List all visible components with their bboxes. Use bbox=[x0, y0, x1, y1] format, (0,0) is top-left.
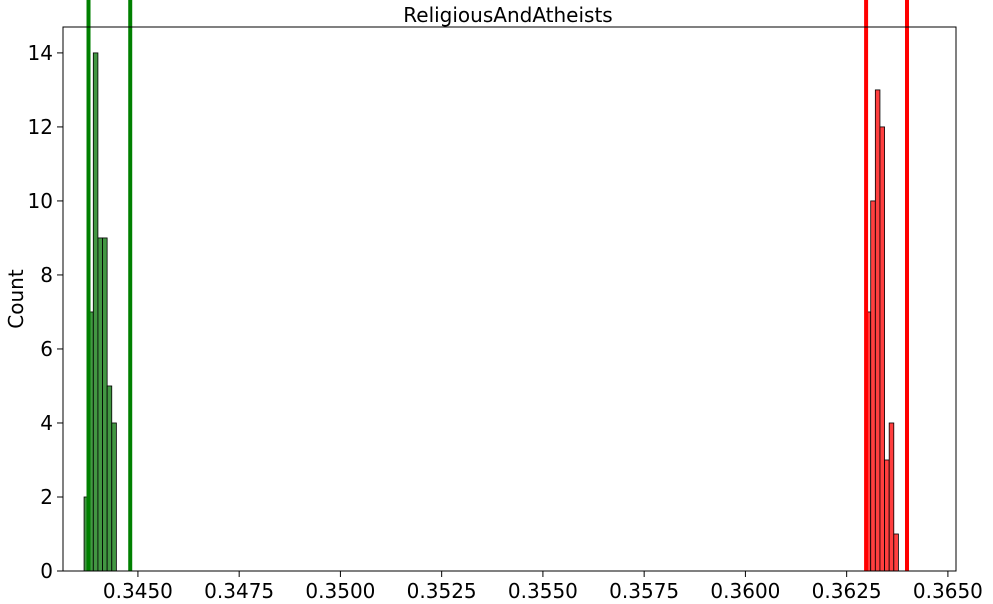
y-axis: 0 2 4 6 8 10 12 14 bbox=[28, 41, 63, 583]
plot-frame bbox=[62, 26, 957, 572]
y-tick-label: 14 bbox=[28, 41, 53, 65]
x-tick-label: 0.3450 bbox=[103, 579, 173, 603]
y-tick-label: 4 bbox=[40, 411, 53, 435]
histogram-bar bbox=[111, 422, 117, 572]
histogram-bar bbox=[102, 237, 108, 572]
histogram-bar bbox=[888, 422, 895, 572]
y-tick-label: 0 bbox=[40, 559, 53, 583]
y-axis-title: Count bbox=[4, 269, 28, 329]
histogram-bar bbox=[874, 89, 881, 572]
bars-group bbox=[83, 52, 899, 572]
x-axis: 0.3450 0.3475 0.3500 0.3525 0.3550 0.3575 0.36… bbox=[103, 571, 983, 603]
chart-title: ReligiousAndAtheists bbox=[403, 3, 612, 27]
y-tick-label: 6 bbox=[40, 337, 53, 361]
histogram-bar bbox=[879, 126, 885, 572]
x-tick-label: 0.3575 bbox=[609, 579, 679, 603]
histogram-bar bbox=[92, 52, 99, 572]
x-tick-label: 0.3550 bbox=[508, 579, 578, 603]
x-tick-label: 0.3625 bbox=[812, 579, 882, 603]
histogram-bar bbox=[870, 200, 876, 572]
histogram-bar bbox=[893, 533, 899, 572]
y-tick-label: 2 bbox=[40, 485, 53, 509]
x-tick-label: 0.3525 bbox=[407, 579, 477, 603]
histogram-bar bbox=[97, 237, 103, 572]
x-tick-label: 0.3475 bbox=[204, 579, 274, 603]
x-tick-label: 0.3600 bbox=[710, 579, 780, 603]
x-tick-label: 0.3650 bbox=[913, 579, 983, 603]
histogram-bar bbox=[884, 459, 890, 572]
histogram-bar bbox=[106, 385, 113, 572]
y-tick-label: 10 bbox=[28, 189, 53, 213]
vertical-lines-group bbox=[86, 0, 909, 571]
y-tick-label: 8 bbox=[40, 263, 53, 287]
x-tick-label: 0.3500 bbox=[305, 579, 375, 603]
y-tick-label: 12 bbox=[28, 115, 53, 139]
